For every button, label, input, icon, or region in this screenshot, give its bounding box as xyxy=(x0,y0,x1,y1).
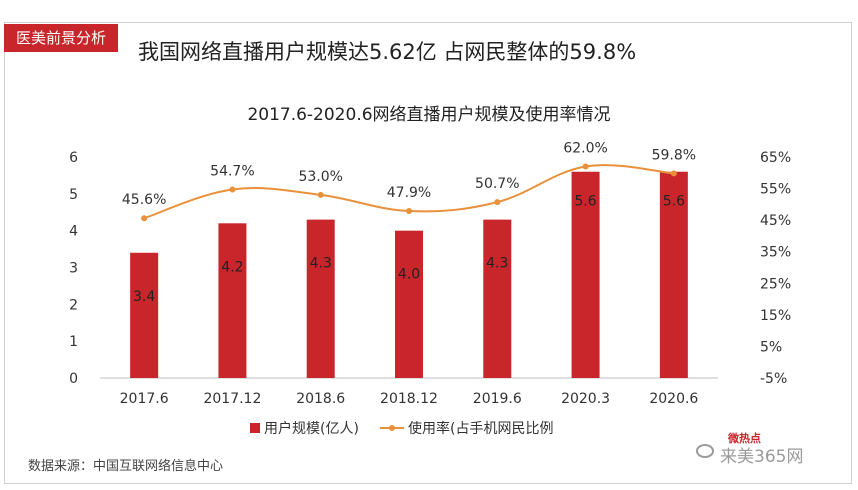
usage-rate-point xyxy=(494,199,501,206)
x-tick-label: 2017.12 xyxy=(203,391,261,407)
x-tick-label: 2020.3 xyxy=(561,391,610,407)
line-data-label: 54.7% xyxy=(210,164,254,180)
usage-rate-point xyxy=(406,207,412,214)
y-left-tick-label: 6 xyxy=(69,150,78,166)
bar-data-label: 4.3 xyxy=(486,256,508,272)
x-tick-label: 2017.6 xyxy=(120,391,169,407)
bar xyxy=(395,230,423,378)
bar xyxy=(218,223,247,378)
y-left-tick-label: 4 xyxy=(69,224,78,240)
y-right-tick-label: 15% xyxy=(760,308,791,324)
usage-rate-point xyxy=(229,186,236,193)
line-data-label: 47.9% xyxy=(387,185,431,201)
usage-rate-point xyxy=(141,215,148,222)
data-source: 数据来源：中国互联网络信息中心 xyxy=(28,459,224,474)
bar-data-label: 5.6 xyxy=(663,194,685,210)
bar-data-label: 5.6 xyxy=(574,194,596,210)
y-left-tick-label: 2 xyxy=(69,297,78,313)
usage-rate-point xyxy=(317,191,324,198)
legend-line-marker xyxy=(389,425,395,431)
watermark-logo: 微热点 xyxy=(728,432,761,445)
y-right-tick-label: 55% xyxy=(760,182,791,198)
bar xyxy=(306,219,335,378)
line-data-label: 50.7% xyxy=(475,176,519,192)
section-tag: 医美前景分析 xyxy=(4,24,119,52)
bar-data-label: 4.2 xyxy=(221,259,243,275)
legend-bar-label: 用户规模(亿人) xyxy=(264,420,359,437)
bar-data-label: 4.3 xyxy=(310,256,332,272)
watermark-text: 来美365网 xyxy=(720,447,804,467)
line-data-label: 53.0% xyxy=(298,169,342,185)
y-right-tick-label: 25% xyxy=(760,276,791,292)
line-data-label: 45.6% xyxy=(122,192,166,208)
bar xyxy=(483,219,512,378)
bar xyxy=(571,171,600,378)
x-tick-label: 2018.6 xyxy=(296,391,345,407)
x-tick-label: 2019.6 xyxy=(473,391,522,407)
y-right-tick-label: -5% xyxy=(760,371,787,387)
wechat-icon xyxy=(696,444,714,458)
bar xyxy=(130,252,159,378)
legend-line-label: 使用率(占手机网民比例 xyxy=(408,420,553,437)
y-right-tick-label: 45% xyxy=(760,213,791,229)
watermark: 微热点 来美365网 xyxy=(678,430,828,470)
y-left-tick-label: 1 xyxy=(69,334,78,350)
usage-rate-point xyxy=(670,170,677,177)
bar-data-label: 3.4 xyxy=(133,289,155,305)
chart-frame xyxy=(4,22,852,484)
page-headline: 我国网络直播用户规模达5.62亿 占网民整体的59.8% xyxy=(138,40,637,64)
y-right-tick-label: 35% xyxy=(760,245,791,261)
legend-bar-swatch xyxy=(250,423,260,433)
bar xyxy=(659,171,688,378)
line-data-label: 59.8% xyxy=(652,147,696,163)
y-left-tick-label: 3 xyxy=(69,261,78,277)
y-right-tick-label: 65% xyxy=(760,150,791,166)
line-data-label: 62.0% xyxy=(563,140,607,156)
y-left-tick-label: 0 xyxy=(69,371,78,387)
y-left-tick-label: 5 xyxy=(69,187,78,203)
usage-rate-point xyxy=(582,163,589,170)
bar-data-label: 4.0 xyxy=(398,267,420,283)
x-tick-label: 2020.6 xyxy=(649,391,698,407)
chart-title: 2017.6-2020.6网络直播用户规模及使用率情况 xyxy=(247,105,611,125)
x-tick-label: 2018.12 xyxy=(380,391,438,407)
y-right-tick-label: 5% xyxy=(760,339,782,355)
